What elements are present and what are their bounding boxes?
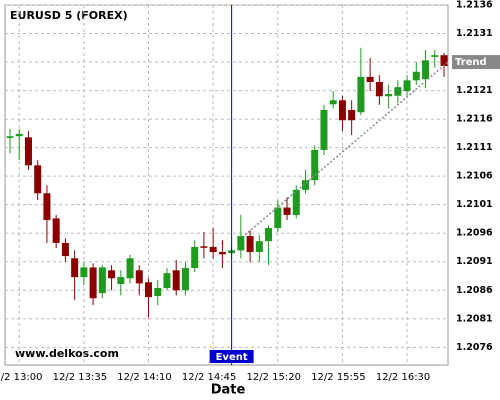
candle-body xyxy=(200,246,208,248)
candle-body xyxy=(98,267,106,294)
candle-body xyxy=(292,189,300,215)
candle-body xyxy=(403,80,411,92)
candle-body xyxy=(24,137,32,166)
candle-body xyxy=(108,270,116,279)
candle-body xyxy=(237,236,245,251)
x-tick-label: 12/2 14:45 xyxy=(182,372,236,383)
x-tick-label: 12/2 15:55 xyxy=(311,372,365,383)
x-tick-label: 12/2 14:10 xyxy=(117,372,171,383)
plot-area xyxy=(4,4,449,366)
candle-body xyxy=(163,273,171,288)
x-axis-label: Date xyxy=(211,383,246,398)
candle-body xyxy=(71,258,79,278)
candle-body xyxy=(34,165,42,194)
candle-body xyxy=(145,282,153,298)
candle-body xyxy=(320,109,328,150)
y-tick-label: 1.2101 xyxy=(456,199,493,210)
candle-body xyxy=(329,100,337,105)
candle-body xyxy=(366,76,374,83)
trend-label-box xyxy=(452,55,500,70)
x-tick-label: 12/2 13:35 xyxy=(53,372,107,383)
trend-label: Trend xyxy=(455,57,487,68)
y-tick-label: 1.2111 xyxy=(456,142,493,153)
y-tick-label: 1.2116 xyxy=(456,114,493,125)
candle-body xyxy=(117,277,125,284)
candle-body xyxy=(385,94,393,97)
candle-body xyxy=(61,242,69,257)
y-tick-label: 1.2121 xyxy=(456,85,493,96)
candle-body xyxy=(15,133,23,137)
y-tick-label: 1.2131 xyxy=(456,28,493,39)
candle-body xyxy=(52,218,60,243)
candle-body xyxy=(80,267,88,278)
event-label-box xyxy=(209,350,254,363)
candle-body xyxy=(440,55,448,67)
y-tick-label: 1.2086 xyxy=(456,285,493,296)
candle-body xyxy=(301,180,309,190)
candle-body xyxy=(135,270,143,284)
candle-body xyxy=(357,76,365,113)
candle-body xyxy=(191,246,199,269)
candle-body xyxy=(6,136,14,138)
x-tick-label: 12/2 16:30 xyxy=(376,372,430,383)
candle-body xyxy=(154,287,162,296)
x-tick-label: 12/2 13:00 xyxy=(0,372,42,383)
chart-title: EURUSD 5 (FOREX) xyxy=(10,9,128,22)
candle-body xyxy=(246,236,254,253)
candle-body xyxy=(431,55,439,57)
y-tick-label: 1.2096 xyxy=(456,228,493,239)
candle-body xyxy=(43,193,51,221)
event-label: Event xyxy=(216,352,248,363)
candle-body xyxy=(375,82,383,97)
candle-body xyxy=(274,207,282,229)
candle-body xyxy=(283,207,291,215)
candle-body xyxy=(181,268,189,291)
candle-body xyxy=(172,270,180,291)
y-tick-label: 1.2081 xyxy=(456,313,493,324)
candle-body xyxy=(209,246,217,253)
watermark: www.delkos.com xyxy=(15,347,119,360)
candle-body xyxy=(218,252,226,255)
candle-body xyxy=(348,109,356,121)
y-tick-label: 1.2106 xyxy=(456,171,493,182)
candle-body xyxy=(412,71,420,81)
candle-body xyxy=(311,149,319,181)
candle-body xyxy=(126,258,134,279)
candle-body xyxy=(255,241,263,253)
x-tick-label: 12/2 15:20 xyxy=(247,372,301,383)
y-tick-label: 1.2076 xyxy=(456,342,493,353)
candle-body xyxy=(338,100,346,121)
candle-body xyxy=(265,228,273,242)
y-tick-label: 1.2091 xyxy=(456,256,493,267)
y-tick-label: 1.2136 xyxy=(456,0,493,11)
candle-body xyxy=(394,87,402,96)
candle-body xyxy=(422,60,430,80)
trend-line xyxy=(244,61,449,236)
candle-body xyxy=(89,267,97,299)
